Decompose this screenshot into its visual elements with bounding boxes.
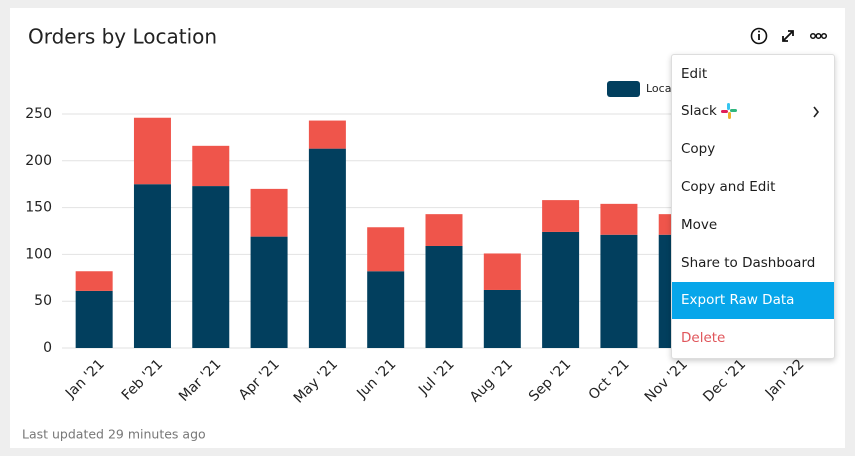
x-tick-label: Aug '21	[467, 356, 516, 405]
x-tick-label: Jan '21	[62, 356, 108, 402]
x-tick-label: Jun '21	[353, 356, 399, 402]
x-tick-label: Apr '21	[236, 356, 283, 403]
slack-icon	[721, 103, 737, 120]
x-tick-label: Feb '21	[119, 356, 166, 403]
menu-item[interactable]: Share to Dashboard	[681, 254, 816, 271]
bar-segment	[483, 253, 521, 290]
menu-item[interactable]: Copy and Edit	[681, 178, 776, 195]
expand-icon[interactable]	[782, 30, 794, 42]
y-tick-label: 50	[34, 293, 52, 309]
bar-segment	[133, 117, 171, 185]
submenu-arrow	[813, 106, 820, 118]
y-tick-label: 200	[25, 153, 52, 169]
y-tick-label: 0	[43, 340, 52, 356]
menu-item[interactable]: Delete	[681, 330, 726, 347]
bar-segment	[367, 271, 405, 348]
x-tick-label: Nov '21	[642, 356, 691, 405]
bar-segment	[308, 120, 346, 149]
menu-item[interactable]: Edit	[681, 65, 708, 82]
y-tick-label: 150	[25, 200, 52, 216]
more-icon[interactable]	[809, 32, 828, 40]
bar-segment	[250, 236, 288, 348]
bar-segment	[75, 290, 113, 348]
y-tick-label: 100	[25, 246, 52, 262]
bar-segment	[308, 148, 346, 348]
bar-segment	[192, 186, 230, 348]
x-tick-label: Sep '21	[526, 356, 574, 404]
menu-item[interactable]: Move	[681, 216, 718, 233]
x-tick-label: Oct '21	[586, 356, 633, 403]
context-menu: Edit Slack Copy Copy and Edit Move Share to D…	[671, 54, 835, 359]
x-tick-label: Dec '21	[700, 356, 749, 405]
bar-segment	[425, 245, 463, 348]
x-tick-label: Jan '22	[762, 356, 808, 402]
bar-segment	[133, 184, 171, 348]
bar-segment	[542, 200, 580, 232]
bar-segment	[600, 203, 638, 235]
x-tick-label: Mar '21	[176, 356, 224, 404]
y-tick-label: 250	[25, 106, 52, 122]
bar-segment	[425, 214, 463, 246]
menu-item[interactable]: Slack	[672, 93, 834, 130]
bar-segment	[75, 271, 113, 291]
bar-segment	[250, 188, 288, 237]
bar-segment	[367, 227, 405, 272]
legend-swatch	[607, 81, 640, 97]
x-tick-label: May '21	[291, 356, 341, 406]
menu-item[interactable]: Copy	[681, 141, 716, 158]
footer: Last updated 29 minutes ago	[22, 427, 206, 442]
menu-item[interactable]: Export Raw Data	[672, 282, 834, 320]
bar-segment	[542, 231, 580, 348]
bar-segment	[483, 289, 521, 348]
info-icon[interactable]	[750, 27, 768, 45]
chart-title: Orders by Location	[28, 25, 217, 49]
x-tick-label: Jul '21	[415, 356, 457, 398]
legend-label: Loca	[646, 82, 671, 95]
bar-segment	[192, 145, 230, 187]
bar-segment	[600, 234, 638, 348]
